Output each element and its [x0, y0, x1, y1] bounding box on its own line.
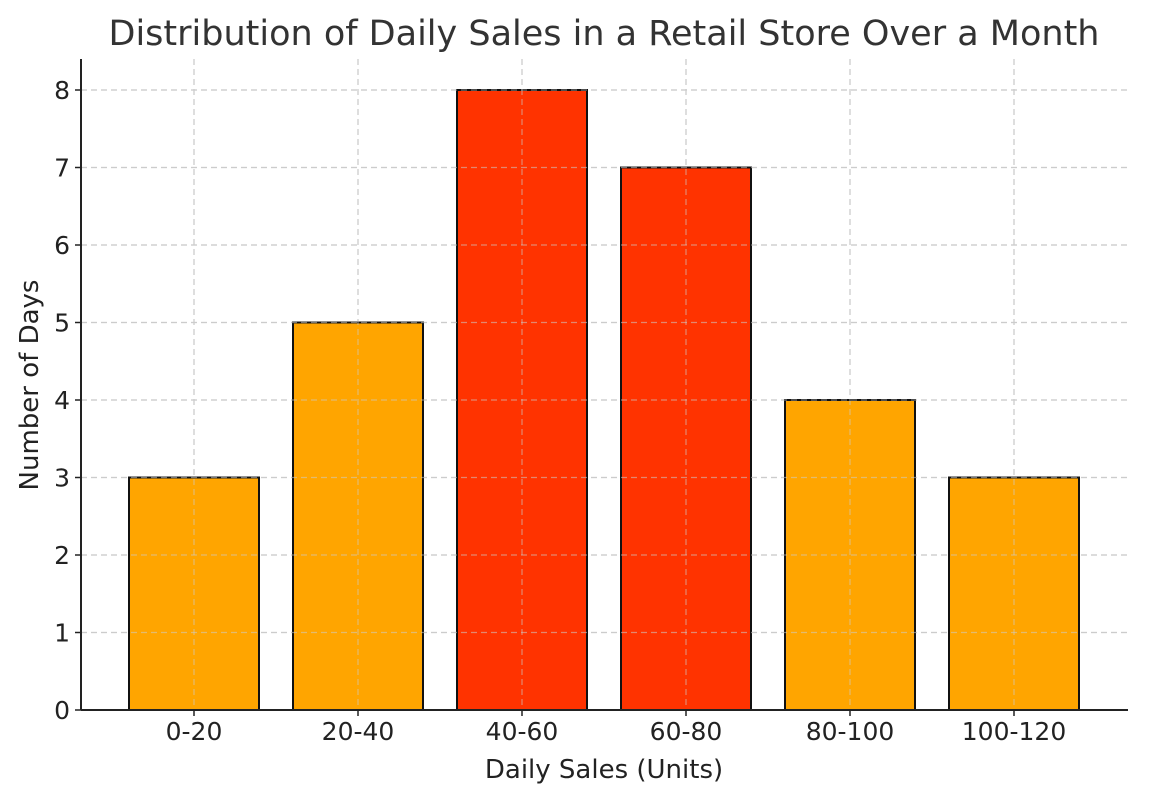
- x-tick-label: 40-60: [486, 717, 559, 746]
- x-tick-label: 0-20: [166, 717, 223, 746]
- y-tick-label: 8: [54, 76, 70, 105]
- y-tick-label: 4: [54, 386, 70, 415]
- y-axis-label: Number of Days: [15, 280, 45, 491]
- x-tick-label: 100-120: [962, 717, 1066, 746]
- y-tick-label: 6: [54, 231, 70, 260]
- chart-title: Distribution of Daily Sales in a Retail …: [109, 14, 1100, 54]
- y-tick-label: 3: [54, 464, 70, 493]
- x-tick-label: 80-100: [806, 717, 895, 746]
- bar-20-40: [292, 321, 424, 711]
- x-tick-label: 20-40: [322, 717, 395, 746]
- bars: [81, 59, 1128, 711]
- x-tick-label: 60-80: [650, 717, 723, 746]
- bar-60-80: [620, 166, 752, 711]
- y-tick-label: 2: [54, 541, 70, 570]
- y-tick-label: 0: [54, 696, 70, 725]
- y-tick-label: 1: [54, 619, 70, 648]
- tick-labels: 0 1 2 3 4 5 6 7 8 0-20 20-40 40-60 60-80 80-100 100-12…: [54, 76, 1066, 746]
- x-axis-label: Daily Sales (Units): [485, 755, 723, 785]
- y-tick-label: 5: [54, 309, 70, 338]
- axes: [75, 59, 1128, 716]
- y-tick-label: 7: [54, 154, 70, 183]
